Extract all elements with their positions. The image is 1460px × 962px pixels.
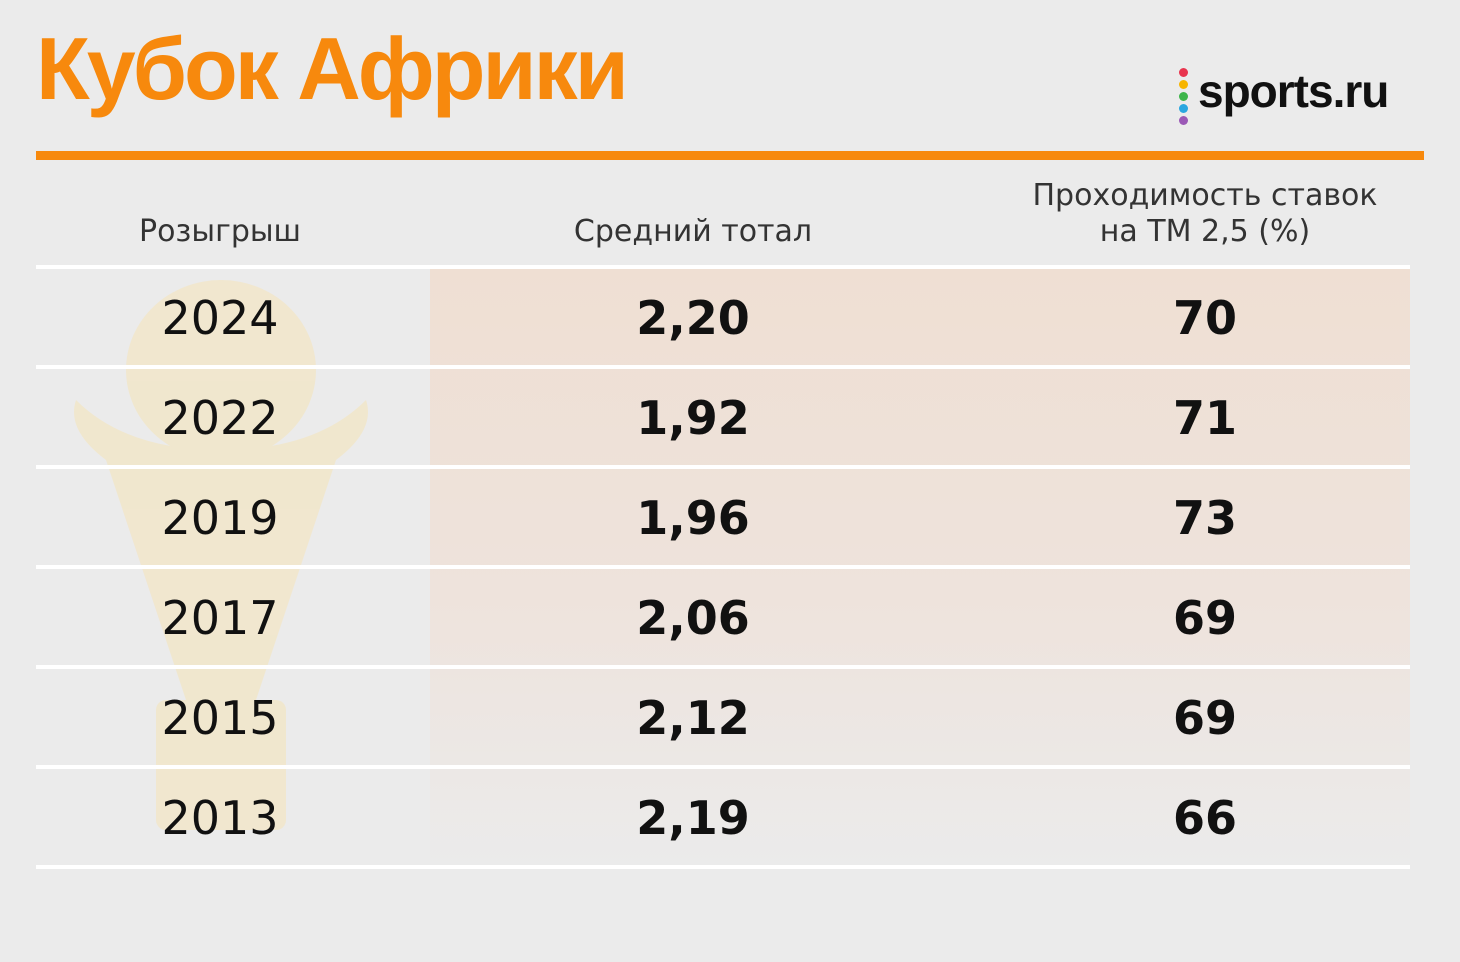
column-header: Средний тотал [573,214,813,249]
row-separator [36,265,1410,269]
table-cell: 2015 [161,691,279,745]
table-cell: 2017 [161,591,279,645]
table-cell: 2,20 [636,291,750,345]
logo: sports.ru [1198,65,1389,117]
title: Кубок Африки [36,19,629,118]
table-cell: 2024 [161,291,279,345]
table-cell: 73 [1172,491,1237,545]
logo-dot [1179,116,1188,125]
row-separator [36,565,1410,569]
table-cell: 2019 [161,491,279,545]
trophy-illustration [74,280,368,830]
logo-dot [1179,68,1188,77]
table-cell: 1,92 [636,391,750,445]
row-separator [36,865,1410,869]
table-cell: 2,19 [636,791,750,845]
table-cell: 2022 [161,391,279,445]
table-cell: 2,06 [636,591,750,645]
table-cell: 2013 [161,791,279,845]
logo-dot [1179,104,1188,113]
row-separator [36,465,1410,469]
column-header: Розыгрыш [138,214,302,249]
table-cell: 69 [1172,691,1237,745]
divider [36,151,1424,160]
row-separator [36,665,1410,669]
logo-dot [1179,92,1188,101]
table-cell: 69 [1172,591,1237,645]
row-separator [36,365,1410,369]
row-separator [36,765,1410,769]
logo-dot [1179,80,1188,89]
column-header: Проходимость ставок на ТМ 2,5 (%) [1032,178,1378,249]
table-cell: 2,12 [636,691,750,745]
table-cell: 71 [1172,391,1237,445]
table-cell: 66 [1172,791,1237,845]
table-cell: 70 [1172,291,1237,345]
table-cell: 1,96 [636,491,750,545]
